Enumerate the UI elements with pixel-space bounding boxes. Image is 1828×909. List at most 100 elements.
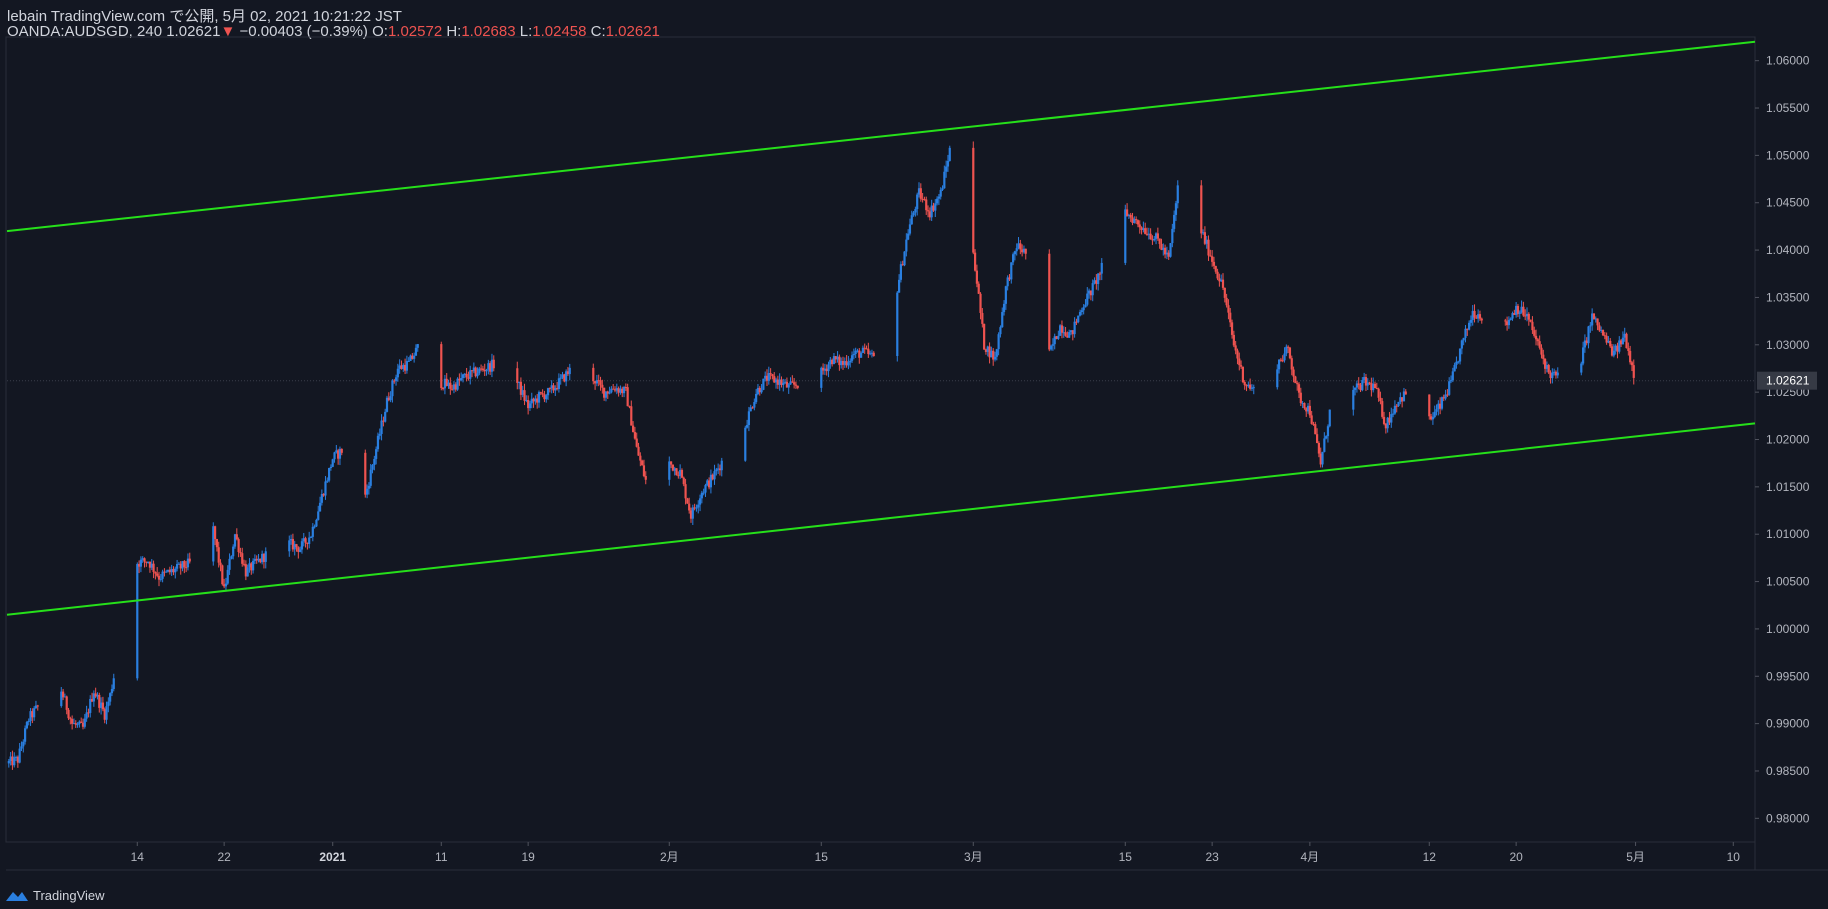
candle-body bbox=[1211, 256, 1214, 262]
candle-body bbox=[677, 475, 680, 477]
candle-body bbox=[934, 203, 937, 211]
candle-body bbox=[1384, 423, 1387, 429]
candle-body bbox=[1614, 345, 1617, 351]
candle-body bbox=[223, 584, 226, 587]
candle-body bbox=[14, 756, 18, 758]
candle-body bbox=[1462, 337, 1465, 341]
candle-body bbox=[1073, 321, 1076, 335]
candle-body bbox=[1375, 388, 1378, 390]
time-tick-label: 23 bbox=[1205, 850, 1219, 864]
candle-body bbox=[917, 188, 921, 195]
candle-body bbox=[385, 397, 389, 412]
candle-body bbox=[1149, 233, 1152, 240]
time-tick-label: 22 bbox=[217, 850, 231, 864]
footer-brand[interactable]: TradingView bbox=[5, 888, 105, 903]
candle-body bbox=[1002, 303, 1006, 313]
candle-body bbox=[306, 542, 309, 544]
candle-body bbox=[850, 355, 854, 361]
candle-body bbox=[1249, 384, 1252, 389]
candle-body bbox=[489, 363, 492, 372]
candle-body bbox=[1359, 384, 1362, 391]
candle-body bbox=[744, 427, 747, 461]
candle-body bbox=[563, 374, 566, 382]
candle-body bbox=[720, 460, 723, 471]
time-tick-label: 5月 bbox=[1626, 850, 1645, 864]
candle-body bbox=[988, 346, 991, 358]
candle-body bbox=[414, 347, 418, 356]
candle-body bbox=[1449, 380, 1453, 382]
candle-body bbox=[9, 756, 12, 761]
candle-body bbox=[536, 398, 539, 403]
candle-body bbox=[376, 435, 380, 450]
candle-body bbox=[1310, 415, 1313, 424]
candle-body bbox=[935, 198, 939, 204]
candle-body bbox=[65, 696, 68, 710]
candle-body bbox=[1165, 252, 1169, 255]
candle-body bbox=[561, 374, 564, 378]
candle-body bbox=[177, 563, 181, 565]
candle-body bbox=[1098, 273, 1102, 275]
candle-body bbox=[899, 264, 903, 280]
candle-body bbox=[972, 147, 975, 253]
candle-body bbox=[999, 327, 1002, 335]
candle-body bbox=[1370, 383, 1373, 391]
candle-body bbox=[537, 392, 541, 403]
candle-body bbox=[641, 460, 644, 466]
candle-body bbox=[1100, 262, 1103, 274]
candle-body bbox=[69, 718, 72, 720]
candle-body bbox=[36, 705, 39, 707]
candle-body bbox=[832, 356, 836, 365]
candle-body bbox=[1011, 254, 1015, 263]
candle-body bbox=[930, 205, 933, 218]
candle-body bbox=[1142, 228, 1145, 230]
candle-body bbox=[302, 538, 305, 542]
candle-body bbox=[612, 388, 615, 390]
candle-body bbox=[1364, 377, 1368, 386]
candle-body bbox=[1404, 391, 1407, 395]
candle-body bbox=[1163, 247, 1167, 255]
candle-body bbox=[1232, 334, 1235, 346]
candle-body bbox=[1317, 442, 1321, 454]
candle-body bbox=[622, 386, 626, 394]
candle-body bbox=[707, 480, 711, 488]
candle-body bbox=[1458, 348, 1462, 362]
candle-body bbox=[1399, 397, 1402, 402]
candle-body bbox=[1214, 265, 1217, 272]
candle-body bbox=[863, 347, 866, 349]
time-tick-label: 3月 bbox=[964, 850, 983, 864]
symbol-name[interactable]: OANDA:AUDSGD, 240 bbox=[7, 23, 163, 40]
candle-body bbox=[908, 224, 912, 234]
candle-body bbox=[555, 388, 559, 390]
time-tick-label: 4月 bbox=[1301, 850, 1320, 864]
candle-body bbox=[327, 467, 331, 481]
candle-body bbox=[1547, 365, 1550, 373]
time-axis: 14 22 2021 11 19 2月 15 3月 15 23 4月 12 20 5月 10 bbox=[131, 842, 1740, 864]
candle-body bbox=[165, 571, 168, 573]
candle-body bbox=[601, 384, 604, 388]
candle-body bbox=[1538, 341, 1541, 348]
candle-body bbox=[1600, 329, 1603, 331]
candle-body bbox=[322, 493, 325, 496]
candle-body bbox=[785, 381, 789, 388]
candle-body bbox=[255, 558, 258, 561]
candle-body bbox=[289, 538, 293, 541]
candle-body bbox=[1632, 365, 1635, 378]
candle-body bbox=[845, 361, 848, 366]
candle-body bbox=[299, 549, 302, 552]
candle-body bbox=[1167, 252, 1170, 257]
candle-body bbox=[393, 380, 396, 382]
candle-body bbox=[608, 392, 611, 394]
candle-body bbox=[1353, 387, 1357, 390]
candle-body bbox=[1477, 314, 1480, 319]
candle-body bbox=[1153, 238, 1156, 241]
candle-body bbox=[85, 712, 88, 719]
candle-body bbox=[490, 359, 494, 372]
candle-body bbox=[331, 459, 334, 467]
candle-body bbox=[1629, 350, 1632, 363]
candle-body bbox=[1455, 361, 1458, 365]
candle-body bbox=[1068, 332, 1071, 338]
candle-body bbox=[1230, 322, 1234, 335]
candle-body bbox=[921, 198, 924, 200]
candle-body bbox=[402, 364, 405, 369]
